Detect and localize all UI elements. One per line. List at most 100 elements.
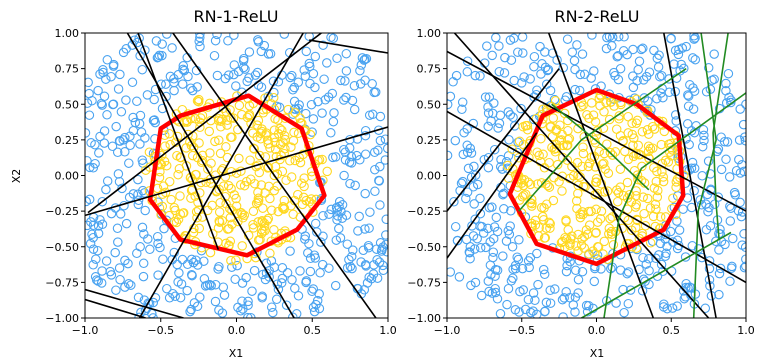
scatter-point	[548, 113, 559, 123]
scatter-point	[115, 209, 126, 219]
scatter-point	[518, 48, 528, 58]
scatter-point	[690, 54, 701, 65]
scatter-point	[239, 210, 250, 221]
scatter-point	[117, 183, 127, 194]
x-tick-label: 0.5	[663, 324, 681, 337]
scatter-point	[279, 33, 290, 39]
scatter-point	[628, 82, 639, 93]
scatter-point	[339, 170, 349, 181]
scatter-point	[95, 131, 105, 142]
scatter-point	[540, 62, 551, 73]
scatter-point	[328, 33, 339, 44]
scatter-point	[649, 45, 659, 56]
scatter-point	[148, 115, 159, 126]
scatter-point	[310, 218, 321, 229]
scatter-point	[209, 50, 220, 61]
scatter-point	[447, 267, 456, 277]
scatter-point	[628, 44, 638, 55]
scatter-point	[375, 111, 386, 122]
scatter-point	[244, 47, 255, 57]
scatter-point	[375, 135, 386, 146]
scatter-point	[704, 202, 714, 213]
scatter-point	[504, 135, 514, 145]
scatter-point	[253, 160, 263, 170]
scatter-point	[543, 64, 554, 75]
scatter-point	[281, 300, 292, 310]
scatter-point	[523, 294, 534, 305]
scatter-point	[503, 107, 514, 117]
scatter-point	[720, 239, 730, 250]
scatter-point	[482, 41, 492, 51]
scatter-point	[360, 130, 371, 141]
scatter-point	[562, 260, 572, 271]
scatter-point	[601, 97, 611, 108]
scatter-point	[287, 275, 297, 285]
scatter-point	[178, 208, 188, 218]
scatter-point	[451, 70, 462, 81]
scatter-point	[287, 70, 297, 81]
scatter-point	[212, 33, 222, 40]
scatter-point	[638, 192, 648, 202]
scatter-point	[525, 179, 536, 190]
scatter-point	[107, 141, 118, 152]
scatter-point	[687, 157, 698, 168]
scatter-point	[349, 104, 360, 115]
scatter-point	[701, 224, 712, 235]
scatter-point	[378, 260, 388, 271]
scatter-point	[602, 139, 612, 149]
scatter-point	[203, 164, 213, 174]
scatter-point	[120, 255, 130, 266]
scatter-point	[182, 259, 193, 270]
scatter-point	[488, 233, 499, 244]
scatter-point	[681, 41, 691, 52]
scatter-point	[505, 221, 515, 231]
scatter-point	[208, 229, 218, 239]
scatter-point	[102, 110, 112, 120]
scatter-point	[612, 52, 622, 62]
scatter-point	[124, 158, 134, 168]
scatter-point	[322, 58, 332, 68]
scatter-point	[329, 108, 339, 118]
scatter-point	[623, 298, 634, 309]
scatter-point	[472, 233, 482, 244]
scatter-point	[237, 109, 247, 120]
scatter-point	[370, 87, 381, 97]
scatter-point	[249, 178, 260, 189]
scatter-point	[132, 96, 142, 107]
scatter-point	[595, 213, 606, 224]
x-axis-label: X1	[590, 347, 605, 360]
scatter-point	[293, 189, 303, 200]
scatter-point	[689, 34, 699, 44]
scatter-point	[570, 64, 580, 75]
scatter-point	[584, 113, 594, 124]
scatter-point	[740, 135, 746, 146]
scatter-point	[713, 192, 724, 202]
scatter-point	[97, 266, 107, 276]
scatter-point	[225, 132, 236, 143]
scatter-point	[187, 270, 197, 281]
scatter-point	[534, 222, 544, 233]
scatter-point	[705, 84, 716, 95]
scatter-point	[484, 92, 495, 102]
scatter-point	[372, 255, 382, 265]
scatter-point	[470, 277, 481, 288]
scatter-point	[299, 181, 309, 192]
scatter-point	[685, 80, 695, 90]
scatter-point	[726, 263, 737, 273]
scatter-point	[656, 70, 667, 81]
scatter-point	[672, 301, 682, 311]
scatter-point	[313, 96, 323, 107]
scatter-point	[228, 113, 239, 123]
scatter-point	[672, 216, 682, 226]
scatter-point	[558, 140, 568, 151]
y-tick-label: 0.25	[417, 134, 442, 147]
scatter-point	[101, 256, 112, 266]
scatter-point	[543, 180, 553, 191]
scatter-point	[538, 149, 548, 160]
scatter-point	[360, 125, 371, 136]
scatter-point	[161, 79, 171, 89]
scatter-point	[344, 143, 355, 153]
scatter-point	[714, 245, 724, 255]
scatter-point	[138, 185, 148, 196]
scatter-point	[661, 248, 671, 259]
